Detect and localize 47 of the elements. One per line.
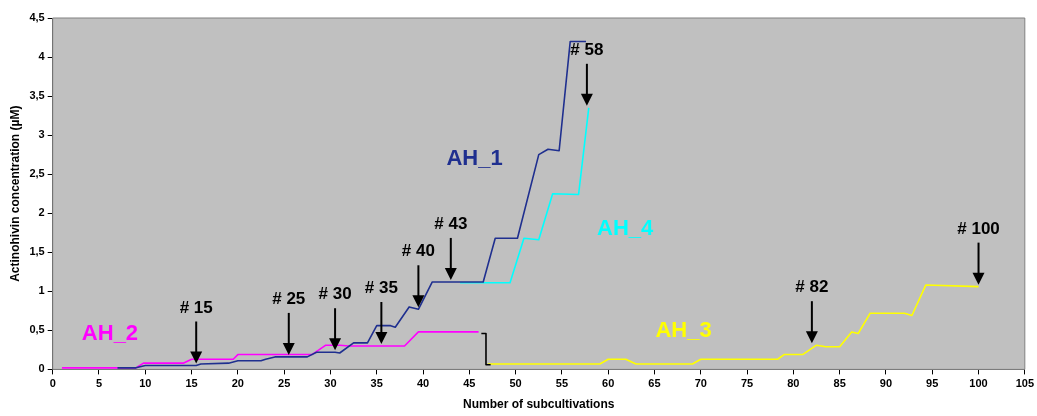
series-label: AH_1	[446, 144, 503, 170]
x-tick-label: 80	[787, 377, 800, 390]
y-tick-label: 4,5	[29, 11, 45, 24]
annotation: # 100	[957, 218, 1000, 238]
x-tick-label: 100	[969, 377, 988, 390]
series-label: AH_4	[597, 214, 655, 240]
x-tick-label: 20	[231, 377, 244, 390]
annotation: # 30	[318, 284, 352, 304]
x-tick-label: 75	[740, 377, 754, 390]
y-tick-label: 2,5	[29, 167, 45, 180]
annotation: # 43	[434, 214, 468, 234]
annotation: # 25	[272, 289, 306, 309]
x-tick-label: 30	[324, 377, 337, 390]
series-label: AH_2	[81, 320, 139, 346]
y-tick-label: 1	[38, 284, 45, 297]
annotation: # 58	[570, 39, 604, 59]
x-tick-label: 105	[1015, 377, 1034, 390]
x-tick-label: 95	[926, 377, 939, 390]
annotation: # 15	[179, 297, 213, 317]
series-label: AH_3	[655, 316, 712, 342]
y-tick-label: 1,5	[29, 245, 45, 258]
x-tick-label: 90	[879, 377, 893, 390]
x-tick-label: 50	[509, 377, 522, 390]
x-tick-label: 5	[95, 377, 103, 390]
x-tick-label: 0	[49, 377, 56, 390]
x-tick-label: 40	[416, 377, 430, 390]
x-tick-label: 25	[278, 377, 291, 390]
y-tick-label: 3	[38, 128, 45, 141]
annotation: # 82	[795, 277, 829, 297]
x-axis-title: Number of subcultivations	[463, 397, 615, 412]
y-tick-label: 0,5	[29, 323, 45, 336]
y-tick-label: 0	[38, 362, 45, 375]
x-tick-label: 65	[648, 377, 661, 390]
annotation: # 35	[364, 278, 398, 298]
x-tick-label: 85	[833, 377, 846, 390]
y-tick-label: 4	[38, 50, 46, 63]
x-tick-label: 15	[185, 377, 198, 390]
y-axis-title: Actinohivin concentration (µM)	[7, 105, 22, 282]
y-tick-label: 3,5	[29, 89, 45, 102]
x-tick-label: 10	[139, 377, 152, 390]
x-tick-label: 45	[463, 377, 476, 390]
x-tick-label: 70	[694, 377, 707, 390]
y-tick-label: 2	[38, 206, 45, 219]
annotation: # 40	[401, 241, 435, 261]
x-tick-label: 55	[555, 377, 569, 390]
x-tick-label: 60	[602, 377, 615, 390]
x-tick-label: 35	[370, 377, 383, 390]
